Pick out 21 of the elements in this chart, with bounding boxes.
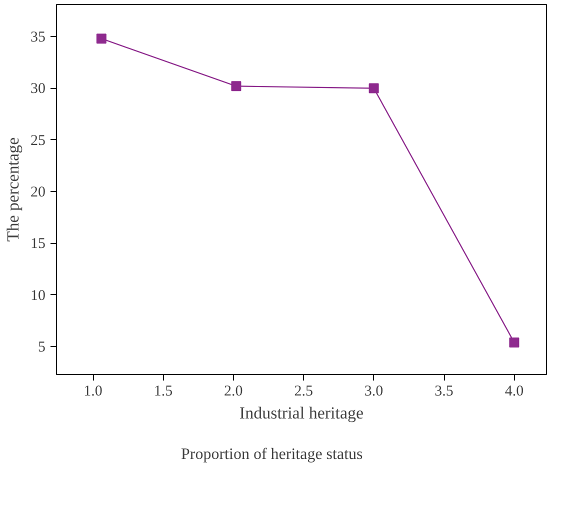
- x-tick-label: 4.0: [504, 384, 524, 400]
- x-tick-label: 3.5: [434, 384, 454, 400]
- point: [231, 81, 242, 92]
- x-tick-label: 2.0: [224, 384, 243, 400]
- y-tick-label: 10: [30, 288, 46, 304]
- point: [368, 83, 379, 94]
- y-tick-label: 30: [30, 81, 46, 98]
- x-tick-label: 1.5: [154, 384, 173, 400]
- x-tick-label: 3.0: [364, 384, 384, 400]
- x-axis-title: Industrial heritage: [239, 404, 364, 422]
- point: [96, 34, 106, 44]
- point: [509, 337, 520, 348]
- y-axis-title: The percentage: [4, 137, 22, 242]
- y-tick-label: 20: [30, 184, 46, 201]
- text: Proportion of heritage status: [181, 446, 363, 464]
- y-tick-label: 15: [30, 236, 46, 252]
- x-tick-label: 1.0: [84, 384, 102, 400]
- y-tick-label: 5: [38, 340, 46, 356]
- x-tick-label: 2.5: [294, 384, 313, 400]
- y-tick-label: 25: [30, 132, 46, 149]
- y-tick-label: 35: [30, 30, 46, 46]
